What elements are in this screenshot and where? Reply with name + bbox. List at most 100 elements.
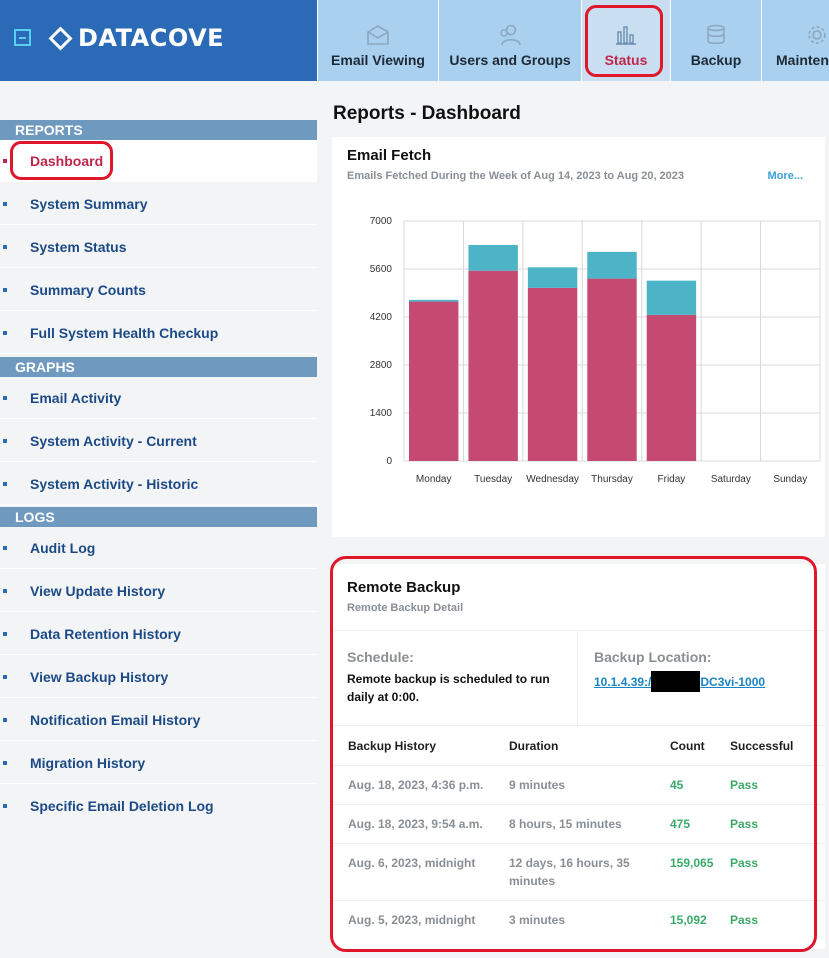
y-tick-label: 5600 <box>370 264 393 275</box>
users-icon <box>500 24 521 46</box>
y-tick-label: 1400 <box>370 408 393 419</box>
sidebar-item-system-activity-historic[interactable]: System Activity - Historic <box>0 463 317 505</box>
section-header-reports: REPORTS <box>0 120 317 140</box>
sidebar-item-audit-log[interactable]: Audit Log <box>0 527 317 569</box>
remote-backup-card: Remote Backup Remote Backup Detail Sched… <box>332 564 825 949</box>
backup-status: Pass <box>730 856 759 870</box>
sidebar-item-email-activity[interactable]: Email Activity <box>0 377 317 419</box>
schedule-panel: Schedule: Remote backup is scheduled to … <box>332 630 578 725</box>
backup-duration: 3 minutes <box>509 913 566 927</box>
x-tick-label: Tuesday <box>474 474 512 485</box>
backup-history-table: Backup History Duration Count Successful… <box>332 725 825 927</box>
table-row: Aug. 18, 2023, 4:36 p.m. 9 minutes 45 Pa… <box>332 766 825 805</box>
more-link[interactable]: More... <box>767 170 803 182</box>
header-backup-history: Backup History <box>348 739 437 753</box>
backup-count: 45 <box>670 778 684 792</box>
y-tick-label: 0 <box>386 456 392 467</box>
backup-duration: 12 days, 16 hours, 35 minutes <box>509 856 630 888</box>
bullet-icon <box>3 482 7 486</box>
backup-duration: 8 hours, 15 minutes <box>509 817 622 831</box>
sidebar-item-label: Migration History <box>30 755 146 771</box>
backup-date: Aug. 6, 2023, midnight <box>348 856 476 870</box>
bar-primary <box>646 314 697 461</box>
sidebar-item-label: System Activity - Historic <box>30 476 199 492</box>
sidebar-item-label: Summary Counts <box>30 282 146 298</box>
tab-backup[interactable]: Backup <box>670 0 761 81</box>
tab-users-and-groups[interactable]: Users and Groups <box>438 0 581 81</box>
section-header-logs: LOGS <box>0 507 317 527</box>
x-tick-label: Monday <box>416 474 452 485</box>
sidebar-item-label: Notification Email History <box>30 712 201 728</box>
backup-date: Aug. 5, 2023, midnight <box>348 913 476 927</box>
sidebar-item-system-activity-current[interactable]: System Activity - Current <box>0 420 317 462</box>
sidebar-item-label: System Status <box>30 239 127 255</box>
y-tick-label: 2800 <box>370 360 393 371</box>
sidebar-item-label: System Summary <box>30 196 148 212</box>
app-logo[interactable]: DATACOVE <box>78 24 225 52</box>
bar-secondary <box>409 299 459 302</box>
bullet-icon <box>3 288 7 292</box>
tab-status[interactable]: Status <box>581 0 670 81</box>
y-tick-label: 4200 <box>370 312 393 323</box>
sidebar-item-label: Dashboard <box>30 153 104 169</box>
bullet-icon <box>3 331 7 335</box>
bullet-icon <box>3 546 7 550</box>
sidebar-item-dashboard[interactable]: Dashboard <box>0 140 317 182</box>
sidebar-item-system-status[interactable]: System Status <box>0 226 317 268</box>
backup-count: 15,092 <box>670 913 707 927</box>
bullet-icon <box>3 589 7 593</box>
sidebar-item-label: Specific Email Deletion Log <box>30 798 214 814</box>
table-row: Aug. 6, 2023, midnight 12 days, 16 hours… <box>332 844 825 901</box>
sidebar-item-label: Email Activity <box>30 390 122 406</box>
x-tick-label: Saturday <box>711 474 751 485</box>
sidebar-item-notification-email-history[interactable]: Notification Email History <box>0 699 317 741</box>
sidebar-item-view-backup-history[interactable]: View Backup History <box>0 656 317 698</box>
backup-location-panel: Backup Location: 10.1.4.39:/ DC3vi-1000 <box>579 630 825 725</box>
table-row: Aug. 18, 2023, 9:54 a.m. 8 hours, 15 min… <box>332 805 825 844</box>
backup-date: Aug. 18, 2023, 9:54 a.m. <box>348 817 483 831</box>
sidebar-item-migration-history[interactable]: Migration History <box>0 742 317 784</box>
tab-label: Users and Groups <box>449 52 571 68</box>
table-header-row: Backup History Duration Count Successful <box>332 726 825 766</box>
bullet-icon <box>3 202 7 206</box>
sidebar-item-specific-email-deletion-log[interactable]: Specific Email Deletion Log <box>0 785 317 827</box>
card-subtitle: Emails Fetched During the Week of Aug 14… <box>347 170 685 182</box>
x-tick-label: Friday <box>658 474 686 485</box>
backup-duration: 9 minutes <box>509 778 566 792</box>
tab-email-viewing[interactable]: Email Viewing <box>317 0 438 81</box>
sidebar-item-full-system-health-checkup[interactable]: Full System Health Checkup <box>0 312 317 354</box>
sidebar-item-label: Full System Health Checkup <box>30 325 219 341</box>
sidebar: REPORTS Dashboard System Summary System … <box>0 81 317 958</box>
backup-count: 475 <box>670 817 691 831</box>
backup-status: Pass <box>730 913 759 927</box>
sidebar-item-view-update-history[interactable]: View Update History <box>0 570 317 612</box>
top-header: DATACOVE Email Viewing Users and Groups … <box>0 0 829 81</box>
header-successful: Successful <box>730 739 794 753</box>
backup-location-link[interactable]: 10.1.4.39:/ DC3vi-1000 <box>594 671 765 692</box>
redacted-block <box>651 671 701 692</box>
sidebar-item-data-retention-history[interactable]: Data Retention History <box>0 613 317 655</box>
header-count: Count <box>670 739 705 753</box>
tab-maintenance[interactable]: Maintena <box>761 0 829 81</box>
schedule-label: Schedule: <box>347 649 414 665</box>
section-header-graphs: GRAPHS <box>0 357 317 377</box>
sidebar-item-label: Audit Log <box>30 540 96 556</box>
tab-label: Maintena <box>776 52 829 68</box>
database-icon <box>707 24 725 44</box>
brand-bar: DATACOVE <box>0 0 317 81</box>
sidebar-item-summary-counts[interactable]: Summary Counts <box>0 269 317 311</box>
sidebar-item-label: View Backup History <box>30 669 169 685</box>
sidebar-item-system-summary[interactable]: System Summary <box>0 183 317 225</box>
logo-diamond-icon <box>48 26 73 51</box>
bar-primary <box>468 270 518 461</box>
card-title: Remote Backup <box>347 579 461 596</box>
sidebar-item-label: View Update History <box>30 583 166 599</box>
backup-status: Pass <box>730 817 759 831</box>
page-title: Reports - Dashboard <box>333 103 521 124</box>
y-tick-label: 7000 <box>370 216 393 227</box>
email-fetch-chart: 0 1400 2800 4200 5600 7000 Monday Tuesday Wednes… <box>370 216 821 485</box>
bullet-icon <box>3 761 7 765</box>
bullet-icon <box>3 675 7 679</box>
schedule-text: Remote backup is scheduled to run daily … <box>347 672 550 704</box>
collapse-menu-icon[interactable] <box>14 29 31 46</box>
